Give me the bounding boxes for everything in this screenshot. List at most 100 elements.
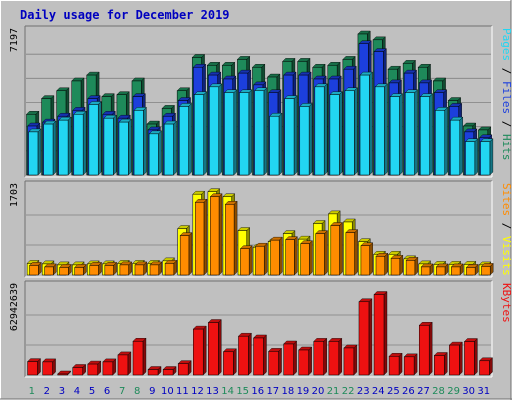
bar-pages-day-27: [419, 93, 434, 176]
bar-kbytes-day-20: [313, 337, 328, 376]
x-tick-label: 24: [372, 386, 385, 397]
bar-face: [329, 94, 340, 176]
bar-face: [313, 341, 324, 376]
x-tick-label: 6: [104, 386, 110, 397]
bar-side: [203, 91, 207, 176]
bar-pages-day-20: [314, 83, 328, 176]
bar-face: [44, 266, 54, 276]
bar-kbytes-day-12: [192, 325, 207, 376]
bar-pages-day-19: [299, 102, 313, 176]
bar-face: [58, 119, 69, 176]
bar-face: [451, 266, 461, 276]
bar-sites-day-8: [134, 261, 148, 276]
bar-face: [238, 335, 249, 376]
y-max-label: 1703: [9, 183, 20, 207]
bar-kbytes-day-30: [463, 338, 478, 376]
bar-face: [177, 363, 189, 376]
bar-side: [188, 232, 193, 276]
bar-side: [279, 236, 283, 276]
bar-face: [480, 141, 491, 176]
bar-pages-day-15: [239, 89, 253, 176]
bar-face: [179, 235, 190, 276]
bar-face: [300, 243, 310, 276]
legend-hits: Hits: [500, 134, 512, 161]
bar-side: [233, 200, 238, 276]
bar-sites-day-29: [450, 263, 464, 276]
bar-side: [429, 93, 433, 176]
bar-side: [233, 89, 237, 176]
bar-face: [28, 131, 39, 176]
bar-kbytes-day-10: [162, 366, 177, 376]
panel-hits-files-pages: 7197 Pages / Files / Hits: [9, 25, 512, 178]
bar-pages-day-7: [118, 118, 132, 176]
bar-kbytes-day-6: [102, 358, 117, 376]
bar-face: [373, 294, 385, 376]
bar-side: [67, 116, 72, 176]
bar-sites-day-23: [360, 242, 374, 276]
bar-pages-day-23: [359, 71, 373, 176]
bar-face: [450, 119, 461, 176]
bar-face: [284, 98, 295, 176]
bar-side: [384, 83, 388, 176]
bar-pages-day-11: [178, 102, 193, 176]
bar-side: [369, 71, 373, 176]
bars-hits-files-pages: [26, 30, 494, 176]
x-tick-label: 18: [282, 386, 295, 397]
bar-face: [405, 260, 416, 276]
panel-visits-sites: 1703 Sites / Visits: [9, 180, 512, 278]
bar-pages-day-12: [193, 91, 208, 176]
x-tick-labels: 1 2 3 4 5 6 7 8 9 10 11 12 13 14 15 16 17 18 19 20 21 22 23 24 2…: [29, 386, 490, 397]
bar-face: [225, 204, 235, 276]
bar-pages-day-17: [269, 112, 283, 176]
legend-kbytes: KBytes: [500, 283, 512, 323]
bar-face: [117, 354, 129, 376]
bar-kbytes-day-14: [222, 348, 237, 376]
bar-pages-day-18: [284, 95, 298, 176]
bar-kbytes-day-11: [177, 360, 192, 376]
bar-sites-day-26: [405, 256, 419, 276]
bar-face: [479, 360, 490, 376]
legend-separator: /: [500, 114, 512, 134]
bar-face: [434, 355, 445, 376]
bar-sites-day-25: [390, 254, 404, 276]
bar-face: [420, 266, 431, 276]
bar-side: [294, 236, 298, 276]
x-tick-label: 17: [266, 386, 279, 397]
bar-kbytes-day-17: [268, 347, 283, 376]
bar-kbytes-day-28: [433, 351, 448, 376]
bar-face: [269, 115, 280, 176]
bar-pages-day-13: [208, 83, 223, 176]
x-tick-label: 25: [387, 386, 400, 397]
bar-sites-day-12: [194, 198, 208, 276]
bar-sites-day-3: [59, 263, 72, 276]
x-tick-label: 20: [312, 386, 325, 397]
bar-kbytes-day-7: [117, 351, 132, 376]
bar-sites-day-13: [209, 193, 223, 276]
bar-face: [283, 343, 294, 376]
x-tick-label: 19: [297, 386, 310, 397]
bar-side: [339, 91, 343, 176]
bar-pages-day-25: [389, 93, 403, 176]
bar-side: [293, 95, 298, 176]
bar-pages-day-9: [148, 130, 162, 176]
x-tick-label: 27: [417, 386, 430, 397]
bar-side: [98, 100, 102, 176]
bar-face: [59, 267, 69, 276]
bars-visits-sites: [26, 188, 494, 276]
bar-sites-day-17: [270, 236, 283, 276]
bar-side: [188, 102, 192, 176]
bar-kbytes-day-16: [253, 334, 267, 376]
bar-pages-day-14: [223, 89, 238, 176]
bar-pages-day-29: [449, 116, 464, 176]
bar-face: [345, 232, 355, 276]
bar-side: [489, 138, 494, 176]
bar-side: [143, 106, 147, 176]
x-tick-label: 10: [161, 386, 174, 397]
bar-face: [147, 369, 159, 376]
bar-sites-day-11: [179, 232, 193, 276]
bar-kbytes-day-24: [373, 291, 388, 376]
legend-visits: Visits: [500, 236, 512, 276]
x-tick-label: 26: [402, 386, 415, 397]
bar-face: [72, 367, 83, 376]
